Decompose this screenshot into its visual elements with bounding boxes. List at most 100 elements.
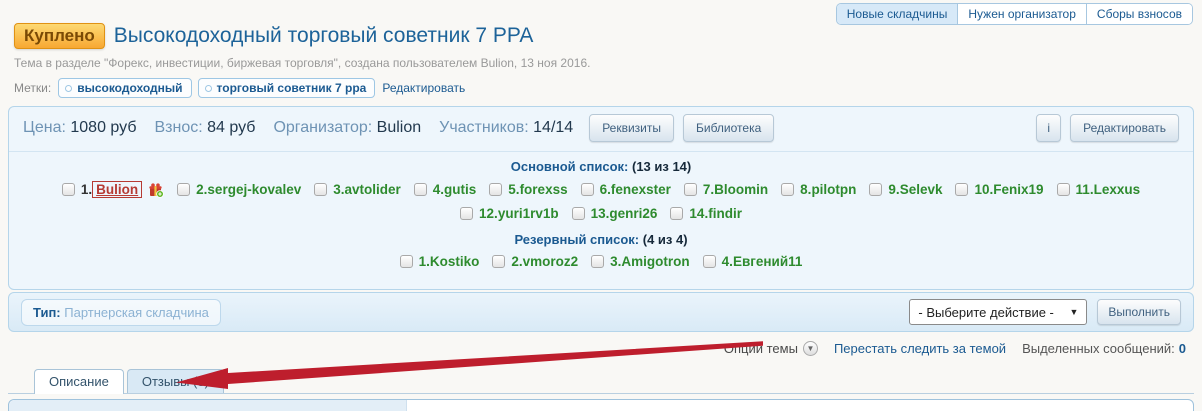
member-name-link[interactable]: pilotpn [811,182,857,197]
member-name-link[interactable]: vmoroz2 [522,254,579,269]
member-item[interactable]: 3. avtolider [314,181,401,198]
member-item[interactable]: 3. Amigotron [591,254,690,269]
selected-messages-count[interactable]: 0 [1178,341,1186,356]
nav-button[interactable]: Сборы взносов [1086,4,1192,24]
member-name-link[interactable]: Fenix19 [993,182,1044,197]
member-checkbox[interactable] [571,207,585,220]
selected-messages: Выделенных сообщений: 0 [1022,341,1186,356]
main-member-list: 1. Bulion 2. sergej-kovalev [9,174,1193,221]
tag-pill[interactable]: высокодоходный [58,78,192,98]
member-name-link[interactable]: Lexxus [1093,182,1141,197]
stats: Цена: 1080 руб Взнос: 84 руб Организатор… [23,119,573,137]
member-checkbox[interactable] [1056,183,1070,196]
thread-options-menu[interactable]: Опции темы ▼ [724,341,818,356]
member-item[interactable]: 9. Selevk [869,181,942,198]
member-name-link[interactable]: forexss [519,182,568,197]
member-checkbox[interactable] [177,183,191,196]
reserve-member-list: 1. Kostiko 2. vmoroz2 3. Amigotron 4. Евгени… [9,247,1193,269]
member-name-link[interactable]: findir [708,206,742,221]
member-entry: 7. Bloomin [703,182,768,197]
member-item[interactable]: 6. fenexster [580,181,671,198]
member-item[interactable]: 11. Lexxus [1056,181,1141,198]
member-number: 1. [418,254,430,269]
edit-tags-link[interactable]: Редактировать [382,81,466,95]
member-name-link[interactable]: Bloomin [714,182,769,197]
member-name-link[interactable]: yuri1rv1b [497,206,559,221]
member-item[interactable]: 4. Евгений11 [702,254,803,269]
member-checkbox[interactable] [781,183,795,196]
stat-label: Участников: [439,119,529,136]
member-number: 3. [610,254,622,269]
info-box-button[interactable]: Библиотека [683,114,775,142]
tag-bullet-icon [65,84,73,92]
info-icon-button[interactable]: i [1036,114,1062,142]
member-checkbox[interactable] [460,207,474,220]
member-checkbox[interactable] [580,183,594,196]
tab-strip: Описание Отзывы (3) [8,369,1194,394]
member-checkbox[interactable] [489,183,503,196]
member-checkbox[interactable] [61,183,75,196]
nav-button[interactable]: Нужен организатор [958,4,1087,24]
member-entry: 1. Kostiko [419,254,480,269]
stat-label: Цена: [23,119,66,136]
nav-button[interactable]: Новые складчины [836,4,959,24]
member-entry: 1. Bulion [81,181,143,198]
stat-value: 84 руб [207,119,256,136]
member-item[interactable]: 12. yuri1rv1b [460,206,559,221]
member-entry: 10. Fenix19 [974,182,1043,197]
member-checkbox[interactable] [492,255,506,268]
member-checkbox[interactable] [670,207,684,220]
member-item[interactable]: 13. genri26 [571,206,658,221]
tag-pill[interactable]: торговый советник 7 ppa [197,78,376,98]
member-name-link[interactable]: Bulion [92,181,143,198]
tags-list: высокодоходный торговый советник 7 ppa [58,78,376,98]
member-item[interactable]: 10. Fenix19 [955,181,1044,198]
thread-controls: Опции темы ▼ Перестать следить за темой … [724,341,1186,356]
member-name-link[interactable]: Selevk [899,182,943,197]
status-badge: Куплено [14,23,105,49]
member-item[interactable]: 2. vmoroz2 [492,254,578,269]
edit-button[interactable]: Редактировать [1070,114,1179,142]
stat-item: Взнос: 84 руб [154,119,255,137]
member-name-link[interactable]: Amigotron [621,254,690,269]
member-checkbox[interactable] [591,255,605,268]
member-name-link[interactable]: Kostiko [429,254,480,269]
member-item[interactable]: 5. forexss [489,181,568,198]
member-checkbox[interactable] [702,255,716,268]
member-name-link[interactable]: gutis [444,182,477,197]
member-item[interactable]: 7. Bloomin [683,181,768,198]
member-checkbox[interactable] [955,183,969,196]
stat-value: 14/14 [533,119,574,136]
tab[interactable]: Описание [34,369,124,394]
member-checkbox[interactable] [683,183,697,196]
member-checkbox[interactable] [314,183,328,196]
member-item[interactable]: 8. pilotpn [781,181,856,198]
stat-value: Bulion [376,119,422,136]
unfollow-link[interactable]: Перестать следить за темой [833,341,1007,356]
member-checkbox[interactable] [869,183,883,196]
member-name-link[interactable]: genri26 [609,206,658,221]
thread-meta: Тема в разделе "Форекс, инвестиции, бирж… [14,56,591,70]
member-name-link[interactable]: avtolider [344,182,401,197]
member-name-link[interactable]: sergej-kovalev [207,182,302,197]
member-entry: 3. Amigotron [610,254,690,269]
member-item[interactable]: 1. Bulion [61,181,164,198]
member-item[interactable]: 14. findir [670,206,742,221]
member-item[interactable]: 2. sergej-kovalev [177,181,301,198]
member-name-link[interactable]: Евгений11 [732,254,803,269]
member-item[interactable]: 1. Kostiko [399,254,480,269]
info-box-button[interactable]: Реквизиты [589,114,674,142]
execute-button[interactable]: Выполнить [1097,299,1181,325]
member-entry: 14. findir [689,206,742,221]
member-checkbox[interactable] [399,255,413,268]
member-number: 4. [721,254,733,269]
tab[interactable]: Отзывы (3) [126,369,224,393]
type-pill: Тип: Партнерская складчина [21,298,221,326]
type-label: Тип: [33,304,61,320]
title-row: Куплено Высокодоходный торговый советник… [14,23,533,49]
member-name-link[interactable]: fenexster [610,182,671,197]
member-checkbox[interactable] [413,183,427,196]
member-item[interactable]: 4. gutis [413,181,477,198]
member-entry: 4. gutis [433,182,477,197]
action-select[interactable]: - Выберите действие - ▼ [909,299,1088,325]
